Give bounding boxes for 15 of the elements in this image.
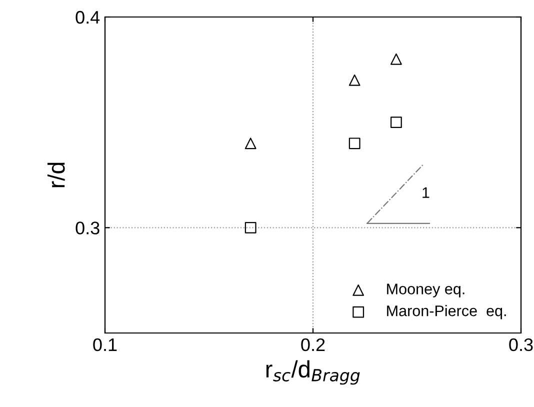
point — [244, 222, 256, 234]
point — [348, 74, 360, 86]
point — [244, 138, 256, 150]
y-axis-title: r/d — [47, 162, 65, 188]
point — [348, 138, 360, 150]
x-tick-label: 0.3 — [509, 338, 533, 352]
annotation: 1 — [422, 187, 430, 198]
x-axis-title: r$_{sc}$/d$_{Bragg}$ — [266, 360, 360, 385]
legend-label: Mooney eq. — [387, 284, 464, 298]
x-tick-label: 0.1 — [93, 338, 117, 352]
legend-label: Maron-Pierce eq. — [387, 305, 506, 320]
x-tick-label: 0.2 — [301, 338, 325, 352]
point — [390, 116, 402, 128]
y-tick-label: 0.4 — [76, 10, 100, 24]
point — [390, 53, 402, 65]
